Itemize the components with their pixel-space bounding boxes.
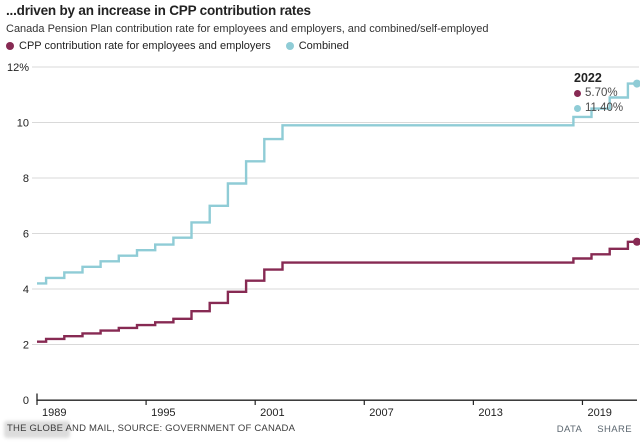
legend-dot-employee-icon — [6, 42, 14, 50]
y-axis-label: 4 — [23, 284, 29, 296]
annotation-value-combined: 11.40% — [585, 102, 624, 114]
x-axis-label: 2007 — [369, 407, 393, 419]
annotation-dot-employee-icon — [574, 90, 581, 97]
y-axis-label: 6 — [23, 229, 29, 241]
source-credit: THE GLOBE AND MAIL, SOURCE: GOVERNMENT O… — [7, 423, 296, 434]
legend-label-combined: Combined — [298, 40, 349, 52]
annotation-dot-combined-icon — [574, 105, 581, 112]
x-axis-label: 2001 — [260, 407, 284, 419]
x-axis-label: 2019 — [587, 407, 611, 419]
chart-title: ...driven by an increase in CPP contribu… — [6, 3, 311, 18]
annotation-row-combined: 11.40% — [574, 101, 623, 116]
x-axis-line — [36, 393, 637, 401]
y-axis-label: 10 — [17, 118, 29, 130]
share-link[interactable]: SHARE — [597, 424, 632, 435]
watermark-blur — [4, 421, 70, 438]
annotation-2022: 2022 5.70% 11.40% — [574, 71, 623, 116]
annotation-value-employee: 5.70% — [585, 87, 618, 99]
y-axis-label: 0 — [23, 395, 29, 407]
y-axis-label: 12% — [7, 62, 29, 74]
legend-item-employee: CPP contribution rate for employees and … — [6, 40, 271, 52]
annotation-year: 2022 — [574, 71, 602, 85]
legend-dot-combined-icon — [285, 42, 294, 50]
x-axis-label: 1995 — [151, 407, 175, 419]
series-line — [37, 82, 637, 285]
y-axis-label: 8 — [23, 173, 29, 185]
series-end-dot — [633, 237, 640, 246]
chart-subtitle: Canada Pension Plan contribution rate fo… — [6, 23, 489, 35]
annotation-row-employee: 5.70% — [574, 86, 623, 101]
data-link[interactable]: DATA — [556, 424, 583, 435]
footer-links: DATA SHARE — [557, 424, 632, 435]
x-axis-label: 2013 — [478, 407, 502, 419]
series-line — [37, 240, 637, 343]
series-end-dot — [633, 79, 640, 88]
legend-label-employee: CPP contribution rate for employees and … — [19, 40, 271, 52]
legend: CPP contribution rate for employees and … — [6, 40, 349, 52]
y-axis-label: 2 — [23, 340, 29, 352]
legend-item-combined: Combined — [285, 40, 349, 52]
x-axis-label: 1989 — [42, 407, 66, 419]
